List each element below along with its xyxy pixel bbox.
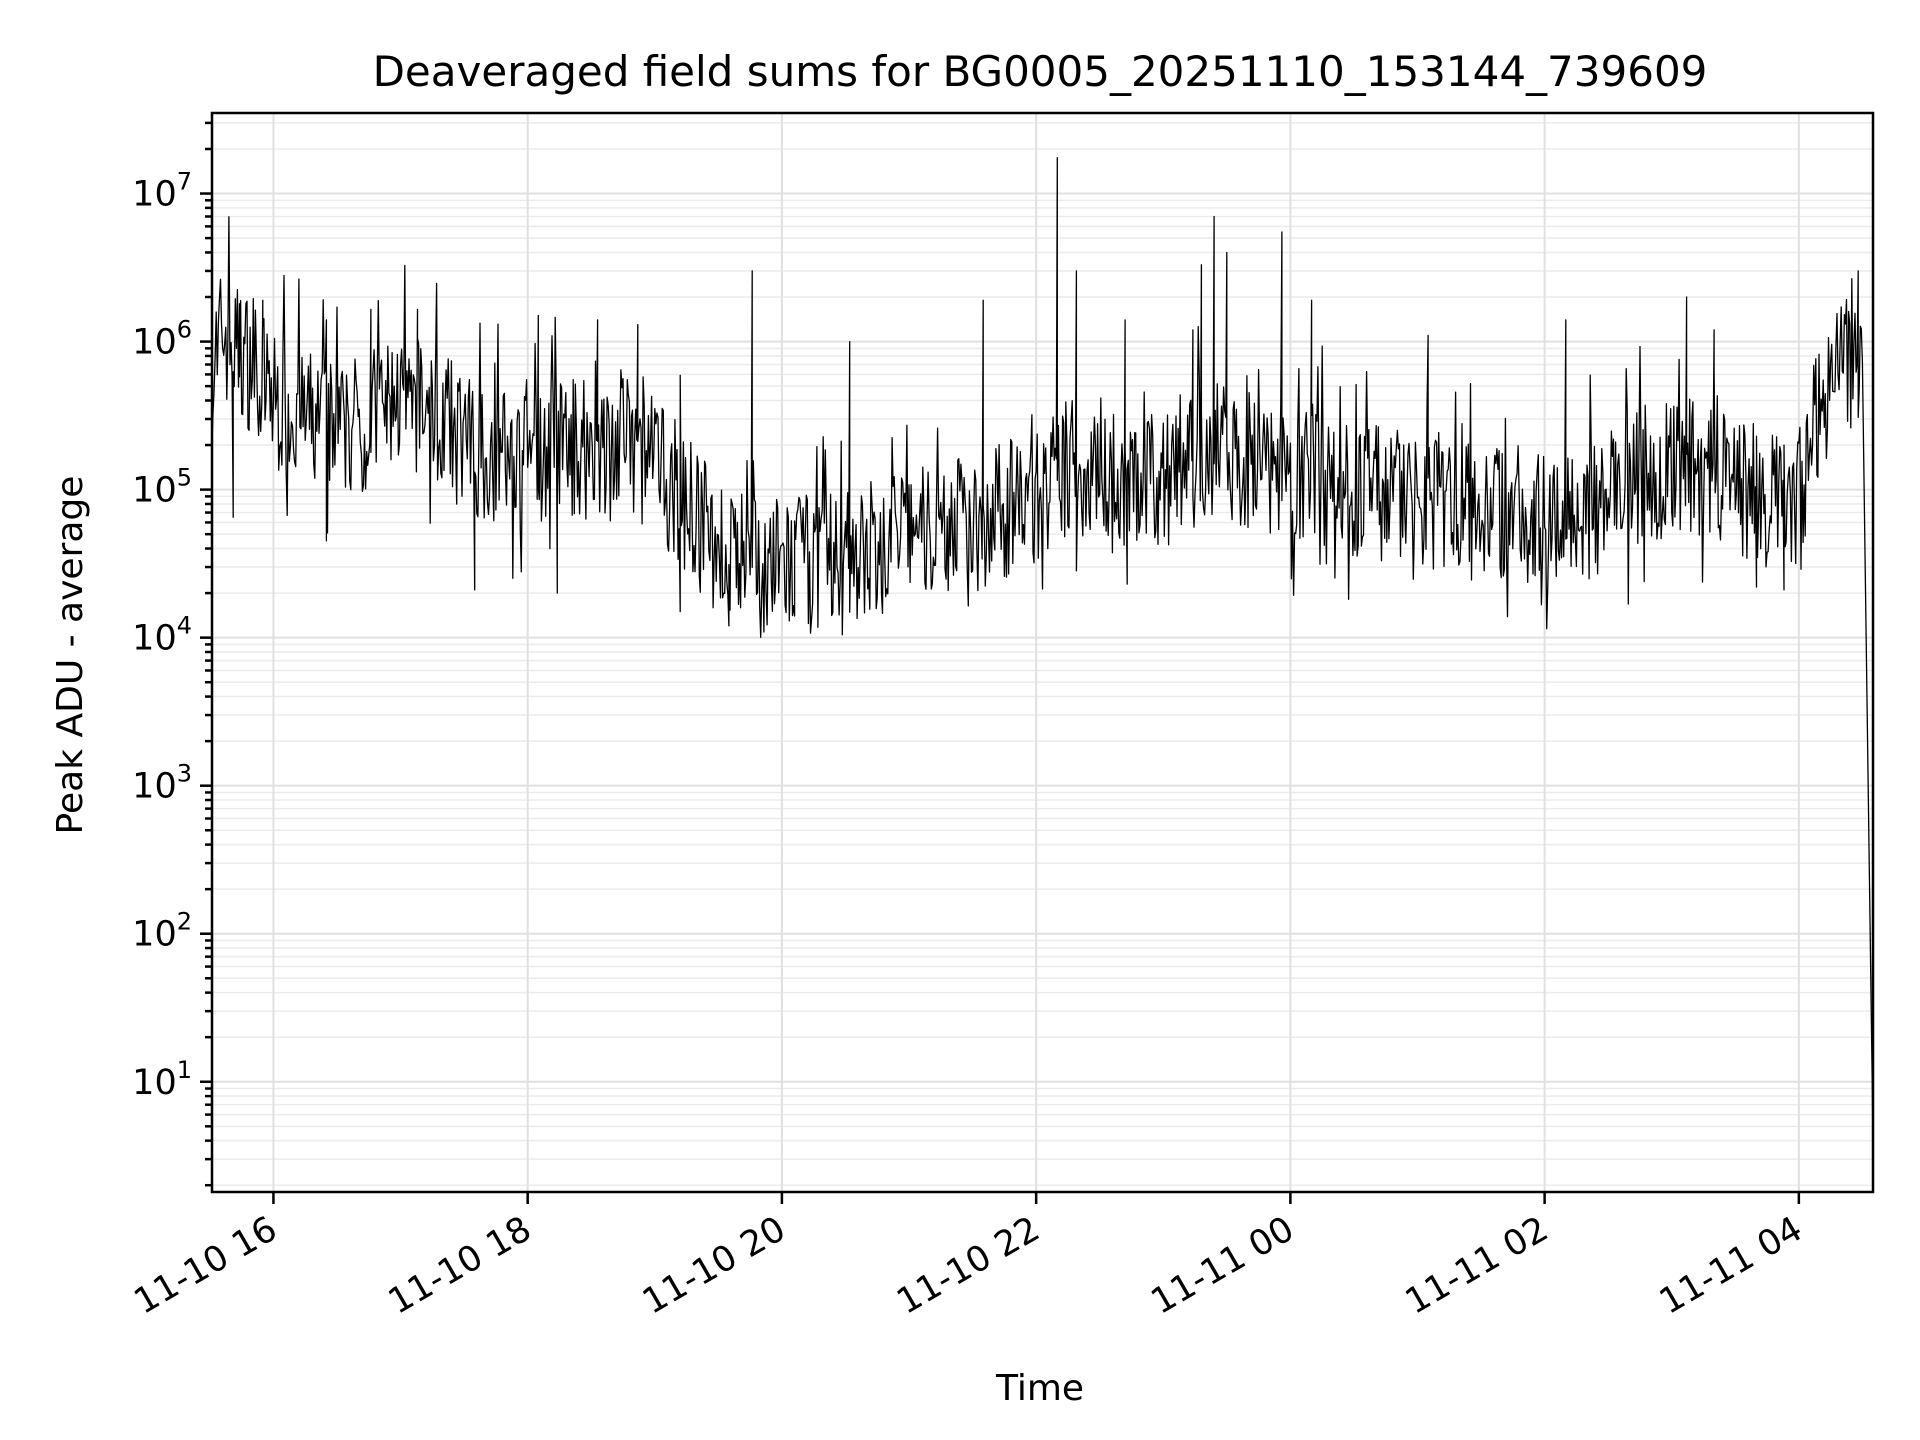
y-tick-label: 102: [132, 908, 192, 955]
y-tick-label: 101: [132, 1056, 192, 1103]
y-tick-label: 107: [132, 168, 192, 215]
y-tick-label: 105: [132, 464, 192, 511]
y-tick-label: 104: [132, 612, 192, 659]
y-tick-label: 103: [132, 760, 192, 807]
y-tick-label: 106: [132, 316, 192, 363]
series: [211, 156, 1874, 1141]
chart-title: Deaveraged field sums for BG0005_2025111…: [373, 47, 1708, 96]
y-axis-label: Peak ADU - average: [50, 476, 91, 835]
axis-ticks: [200, 121, 1801, 1204]
y-tick-labels: 101 102 103 104 105 106 107: [132, 168, 192, 1103]
x-axis-label: Time: [995, 1368, 1084, 1409]
series-line: [211, 156, 1874, 1141]
